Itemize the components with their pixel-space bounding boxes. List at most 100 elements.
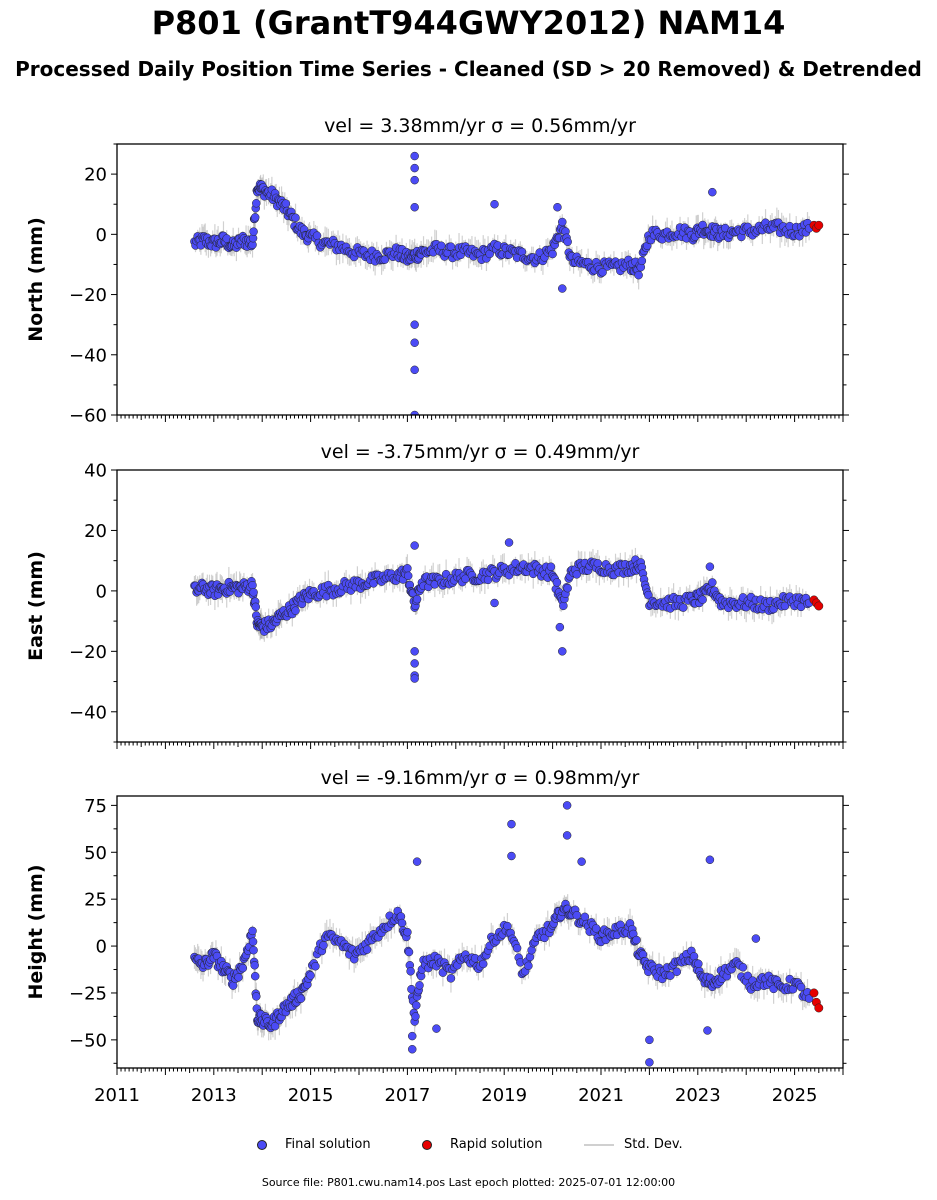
final-point (558, 647, 567, 656)
final-point (546, 562, 556, 571)
final-point (411, 1012, 420, 1021)
legend-item-final: Final solution (257, 1137, 371, 1152)
x-tick-label: 2019 (481, 1085, 527, 1106)
final-point (632, 935, 641, 945)
x-tick-label: 2021 (578, 1085, 624, 1106)
final-point (553, 202, 562, 212)
y-axis-label-north: North (mm) (25, 217, 47, 342)
y-tick-label: 0 (96, 225, 107, 246)
legend: Final solution Rapid solution Std. Dev. (0, 1137, 937, 1157)
final-point (270, 1021, 280, 1031)
panel-north: −60 −40 −20 0 20 vel = 3.38mm/yr σ = 0.56mm/y… (25, 115, 849, 427)
final-point (703, 1026, 712, 1035)
final-point (555, 622, 565, 632)
panel-east: −40 −20 0 20 40 vel = -3.75mm/yr σ = 0.49mm/y… (25, 441, 849, 749)
x-tick-label: 2011 (94, 1085, 140, 1106)
final-point (410, 674, 419, 683)
final-point (252, 992, 261, 1001)
final-solution-marker-icon (257, 1139, 267, 1150)
final-point (250, 213, 260, 222)
rapid-solution-marker-icon (422, 1139, 432, 1150)
final-point (291, 606, 300, 615)
final-point (593, 559, 603, 568)
final-point (504, 538, 514, 547)
final-point (296, 994, 306, 1003)
plot-area-height (190, 801, 824, 1067)
y-tick-label: −20 (69, 285, 107, 306)
final-point (412, 1001, 421, 1010)
final-point (672, 967, 682, 976)
x-tick-label: 2013 (191, 1085, 237, 1106)
final-point (234, 973, 243, 982)
final-point (563, 237, 572, 247)
final-point (694, 959, 703, 969)
final-point (410, 151, 419, 161)
y-tick-label: −50 (69, 1030, 107, 1051)
final-point (432, 1024, 441, 1033)
final-point (572, 570, 582, 579)
final-point (490, 199, 499, 209)
final-point (558, 284, 567, 293)
final-point (708, 578, 717, 587)
final-point (252, 199, 261, 208)
final-point (410, 338, 419, 347)
x-tick-label: 2025 (772, 1085, 818, 1106)
final-point (645, 1058, 654, 1067)
final-point (580, 912, 590, 922)
final-point (249, 227, 258, 236)
figure-subtitle: Processed Daily Position Time Series - C… (15, 57, 922, 81)
final-point (634, 270, 643, 280)
final-point (248, 937, 258, 946)
legend-item-std: Std. Dev. (584, 1137, 683, 1152)
plot-area-east (190, 538, 824, 683)
y-tick-label: 20 (84, 521, 107, 542)
final-point (410, 410, 419, 415)
final-point (407, 1031, 417, 1041)
final-point (238, 963, 248, 973)
legend-std-label: Std. Dev. (624, 1137, 683, 1152)
y-tick-label: 25 (84, 890, 107, 911)
final-point (410, 541, 419, 550)
final-point (291, 213, 300, 222)
final-point (679, 603, 688, 612)
rapid-point (814, 220, 824, 230)
final-point (558, 217, 567, 227)
final-point (577, 857, 586, 866)
panel-height: −50 −25 0 25 50 75 2011 2013 2015 2017 2019 2021 202… (25, 767, 849, 1106)
plot-area-north (190, 151, 824, 415)
final-point (306, 971, 315, 980)
final-point (563, 583, 572, 593)
final-point (410, 320, 419, 329)
final-point (512, 943, 522, 953)
final-point (507, 819, 516, 829)
final-point (362, 945, 372, 954)
final-point (796, 982, 806, 992)
final-point (311, 962, 320, 971)
y-tick-label: 75 (84, 796, 107, 817)
final-point (490, 598, 499, 608)
final-point (410, 659, 419, 668)
final-point (562, 801, 572, 810)
final-point (751, 934, 761, 943)
final-point (446, 974, 456, 983)
final-point (598, 267, 607, 277)
final-point (483, 575, 493, 585)
y-tick-label: 0 (96, 937, 107, 958)
final-point (404, 947, 414, 957)
final-point (410, 647, 419, 656)
final-point (319, 941, 328, 950)
final-point (708, 187, 717, 197)
y-tick-label: −40 (69, 345, 107, 366)
y-tick-label: −20 (69, 642, 107, 663)
x-tick-label: 2023 (675, 1085, 721, 1106)
final-point (437, 241, 446, 251)
final-point (552, 578, 562, 587)
final-point (407, 1044, 417, 1054)
panel-title-east: vel = -3.75mm/yr σ = 0.49mm/yr (321, 441, 640, 463)
final-point (380, 255, 390, 264)
final-point (705, 562, 715, 571)
legend-item-rapid: Rapid solution (422, 1137, 542, 1152)
final-point (478, 959, 488, 969)
final-point (410, 202, 419, 212)
